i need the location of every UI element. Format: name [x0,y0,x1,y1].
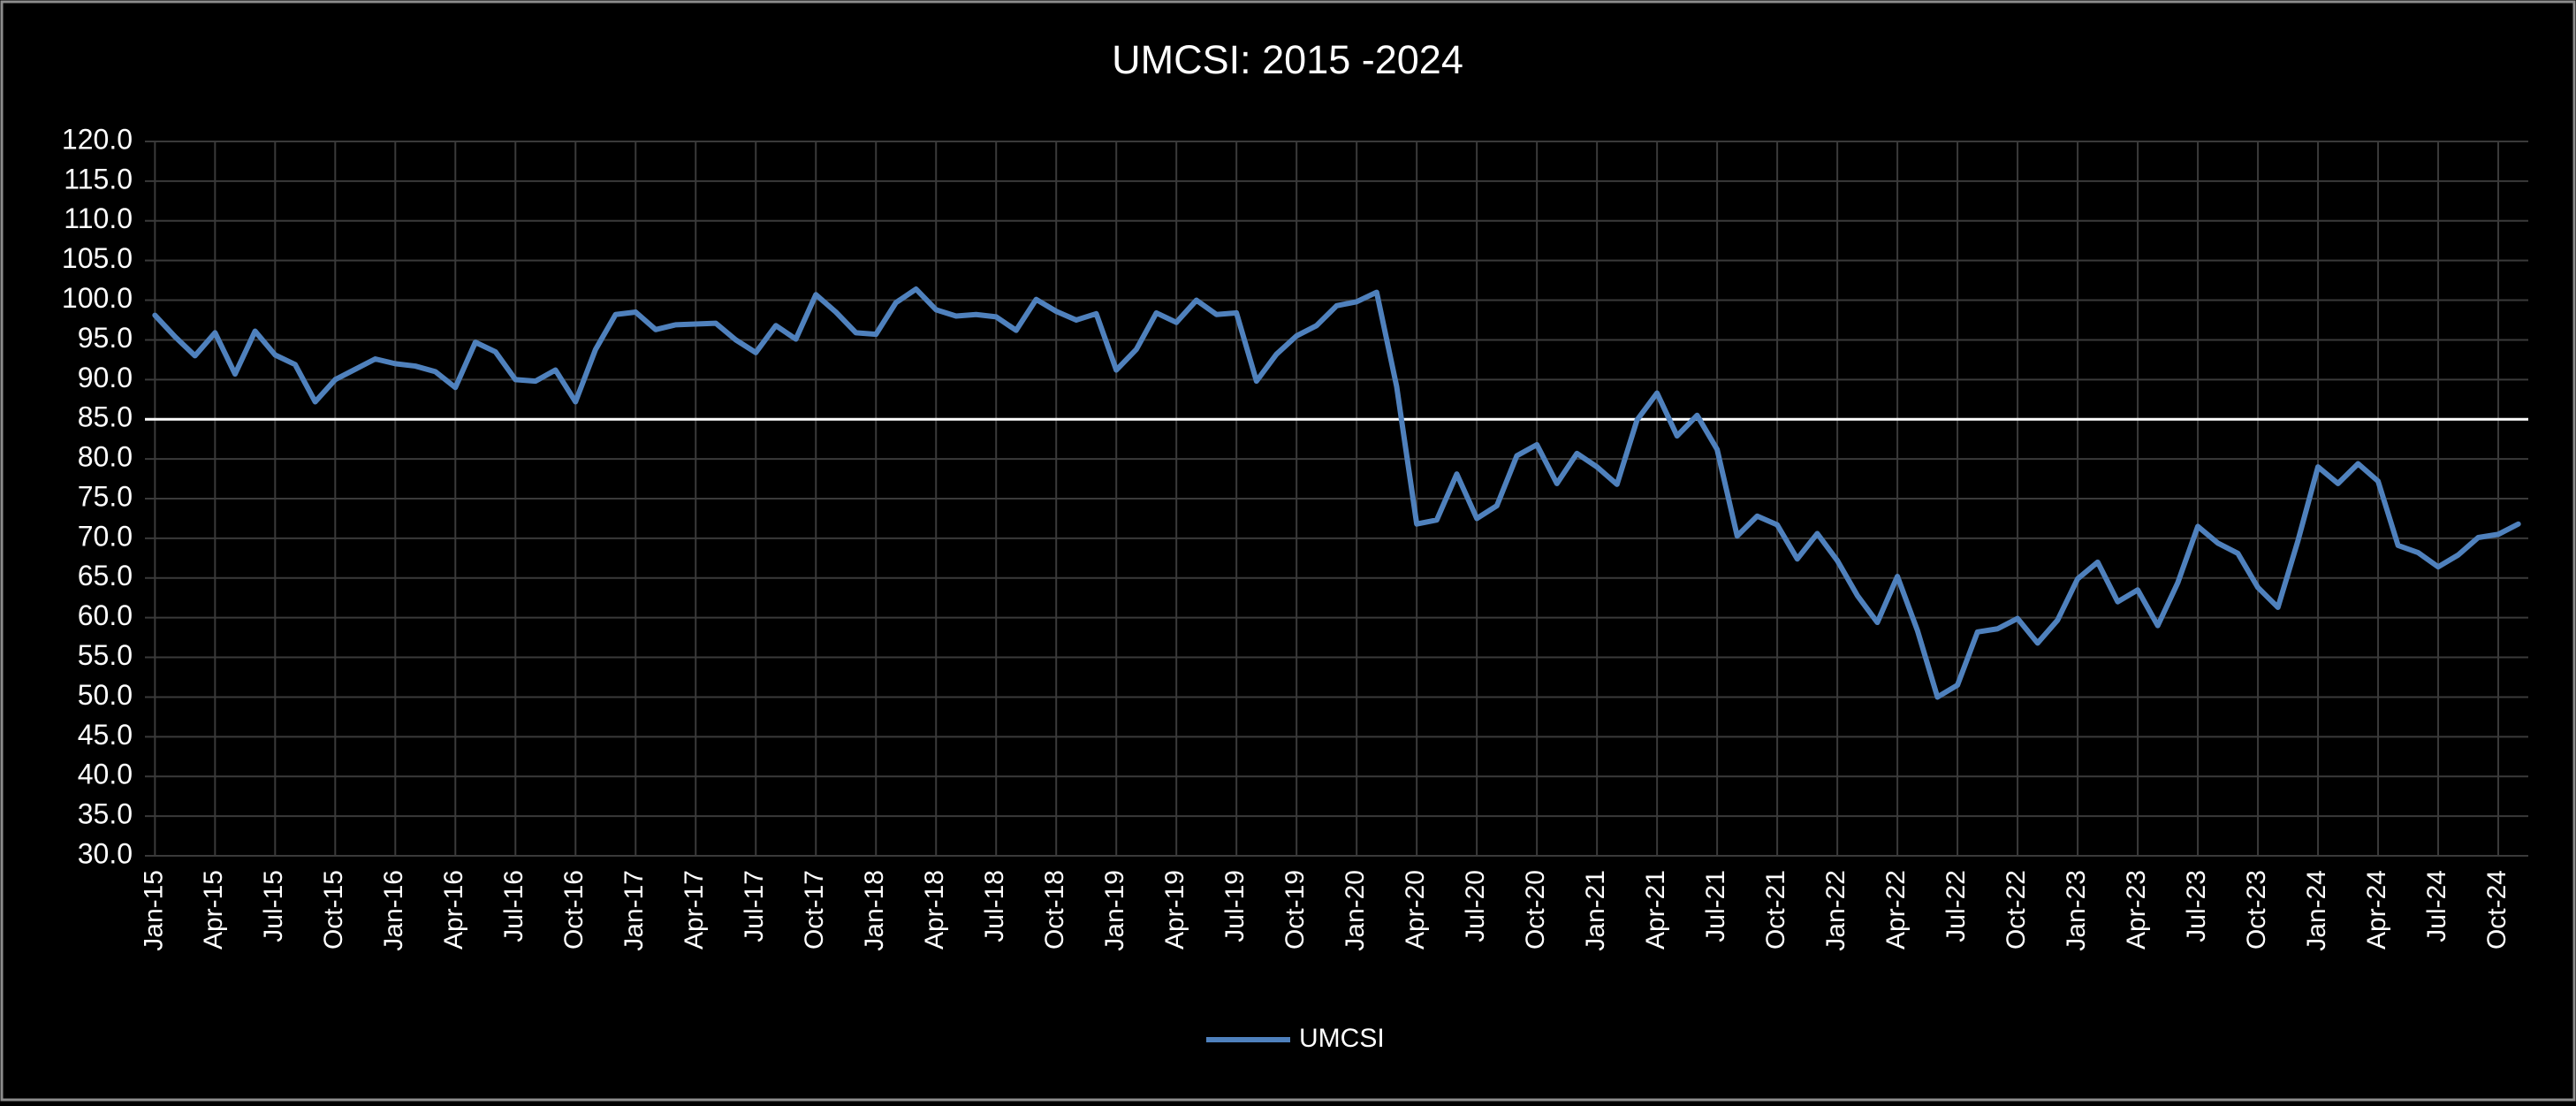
x-tick-label: Jan-18 [860,870,889,951]
x-tick-label: Jul-23 [2182,870,2211,942]
x-tick-label: Jul-16 [499,870,528,942]
x-tick-label: Apr-15 [199,870,228,950]
data-line [152,286,2521,700]
y-tick-label: 35.0 [78,798,133,830]
x-tick-label: Jan-22 [1821,870,1850,951]
y-tick-label: 65.0 [78,560,133,591]
y-tick-label: 120.0 [62,123,133,155]
x-tick-label: Oct-18 [1040,870,1069,950]
y-tick-label: 90.0 [78,362,133,393]
y-tick-label: 55.0 [78,639,133,671]
y-tick-label: 70.0 [78,520,133,552]
x-tick-label: Jul-15 [259,870,288,942]
x-tick-label: Jul-21 [1701,870,1730,942]
y-tick-label: 30.0 [78,837,133,869]
x-tick-label: Oct-19 [1280,870,1310,950]
y-tick-label: 110.0 [64,202,133,234]
x-tick-label: Oct-15 [319,870,348,950]
legend-label: UMCSI [1299,1024,1385,1053]
x-tick-label: Jul-20 [1461,870,1490,942]
x-tick-label: Apr-16 [439,870,468,950]
x-tick-label: Apr-19 [1160,870,1189,950]
y-tick-label: 95.0 [78,322,133,354]
x-tick-label: Oct-22 [2002,870,2031,950]
x-tick-label: Oct-17 [800,870,829,950]
x-tick-label: Jul-17 [740,870,769,942]
y-tick-label: 105.0 [62,242,133,274]
y-tick-label: 85.0 [78,401,133,433]
x-tick-label: Jul-24 [2422,870,2451,942]
x-tick-label: Jul-22 [1941,870,1971,942]
x-tick-label: Jan-19 [1100,870,1129,951]
x-tick-label: Oct-16 [559,870,589,950]
x-tick-label: Oct-21 [1761,870,1790,950]
x-tick-label: Apr-24 [2362,870,2391,950]
x-tick-label: Jan-24 [2302,870,2331,951]
x-tick-label: Jul-19 [1220,870,1250,942]
x-tick-label: Jan-23 [2062,870,2091,951]
x-tick-label: Jan-21 [1581,870,1610,951]
y-tick-label: 80.0 [78,441,133,473]
x-tick-label: Jan-15 [139,870,168,951]
x-tick-label: Apr-22 [1881,870,1911,950]
x-tick-label: Oct-24 [2482,870,2511,950]
y-tick-label: 50.0 [78,679,133,711]
x-tick-label: Apr-18 [920,870,949,950]
y-tick-label: 115.0 [64,163,133,195]
y-tick-label: 45.0 [78,719,133,751]
x-tick-label: Apr-21 [1641,870,1670,950]
y-tick-label: 75.0 [78,480,133,512]
x-tick-label: Jan-16 [379,870,408,951]
y-tick-label: 100.0 [62,282,133,314]
x-tick-label: Jan-17 [619,870,649,951]
y-tick-label: 40.0 [78,759,133,790]
x-tick-label: Apr-23 [2122,870,2151,950]
x-tick-label: Apr-17 [680,870,709,950]
y-tick-label: 60.0 [78,599,133,631]
x-tick-label: Jan-20 [1341,870,1370,951]
x-tick-label: Apr-20 [1401,870,1430,950]
x-tick-label: Oct-20 [1521,870,1550,950]
x-tick-label: Jul-18 [980,870,1009,942]
x-tick-label: Oct-23 [2242,870,2271,950]
chart-title: UMCSI: 2015 -2024 [1112,37,1463,82]
